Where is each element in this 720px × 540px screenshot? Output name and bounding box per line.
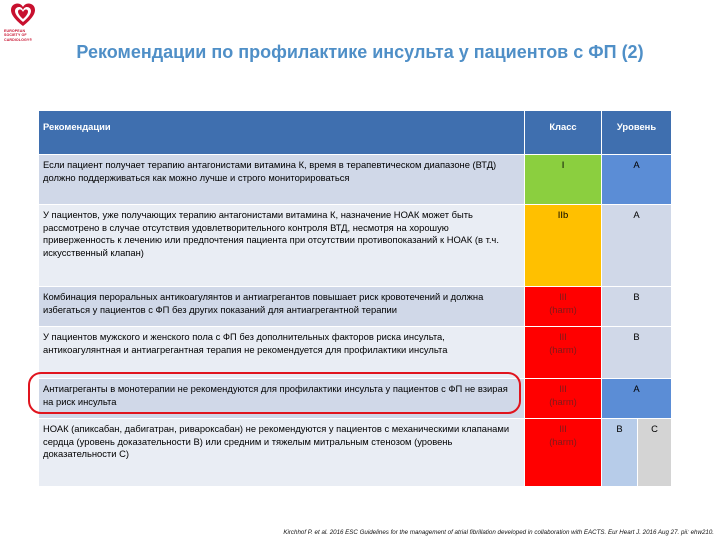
table-row: У пациентов мужского и женского пола с Ф… <box>38 326 672 379</box>
class-note: (harm) <box>549 395 577 407</box>
level-cell: A <box>601 204 672 287</box>
recommendation-text: НОАК (апиксабан, дабигатран, ривароксаба… <box>38 418 525 487</box>
footnote-citation: Kirchhof P. et al. 2016 ESC Guidelines f… <box>283 529 714 536</box>
logo-line: SOCIETY OF <box>4 33 27 38</box>
class-note: (harm) <box>549 303 577 315</box>
recommendation-text: Антиагреганты в монотерапии не рекоменду… <box>38 378 525 419</box>
header-level: Уровень <box>601 110 672 155</box>
table-row: Комбинация пероральных антикоагулянтов и… <box>38 286 672 327</box>
class-value: IIb <box>557 209 569 220</box>
level-cell-secondary: C <box>637 418 672 487</box>
level-cell: B <box>601 286 672 327</box>
logo-line: EUROPEAN <box>4 29 26 33</box>
logo-line: CARDIOLOGY® <box>4 37 33 42</box>
page-title: Рекомендации по профилактике инсульта у … <box>76 42 644 62</box>
class-cell: IIb <box>524 204 602 287</box>
recommendation-text: У пациентов мужского и женского пола с Ф… <box>38 326 525 379</box>
recommendation-text: У пациентов, уже получающих терапию анта… <box>38 204 525 287</box>
level-cell: B <box>601 418 638 487</box>
heart-logo-icon <box>11 3 35 26</box>
table-row: Если пациент получает терапию антагонист… <box>38 154 672 205</box>
table-row: Антиагреганты в монотерапии не рекоменду… <box>38 378 672 419</box>
class-note: (harm) <box>549 435 577 447</box>
level-cell: B <box>601 326 672 379</box>
table-header-row: Рекомендации Класс Уровень <box>38 110 672 155</box>
recommendation-text: Если пациент получает терапию антагонист… <box>38 154 525 205</box>
recommendation-text: Комбинация пероральных антикоагулянтов и… <box>38 286 525 327</box>
header-class: Класс <box>524 110 602 155</box>
class-cell: III (harm) <box>524 418 602 487</box>
esc-logo: EUROPEAN SOCIETY OF CARDIOLOGY® <box>4 2 44 50</box>
level-cell: A <box>601 154 672 205</box>
class-value: III <box>559 383 567 394</box>
header-recommendation: Рекомендации <box>38 110 525 155</box>
logo-text: EUROPEAN SOCIETY OF CARDIOLOGY® <box>4 29 48 42</box>
class-value: III <box>559 291 567 302</box>
class-note: (harm) <box>549 343 577 355</box>
table-row: НОАК (апиксабан, дабигатран, ривароксаба… <box>38 418 672 487</box>
table-row: У пациентов, уже получающих терапию анта… <box>38 204 672 287</box>
class-value: III <box>559 331 567 342</box>
class-value: I <box>561 159 565 170</box>
recommendations-table: Рекомендации Класс Уровень Если пациент … <box>38 110 672 487</box>
class-value: III <box>559 423 567 434</box>
class-cell: I <box>524 154 602 205</box>
level-cell: A <box>601 378 672 419</box>
class-cell: III (harm) <box>524 326 602 379</box>
class-cell: III (harm) <box>524 286 602 327</box>
class-cell: III (harm) <box>524 378 602 419</box>
